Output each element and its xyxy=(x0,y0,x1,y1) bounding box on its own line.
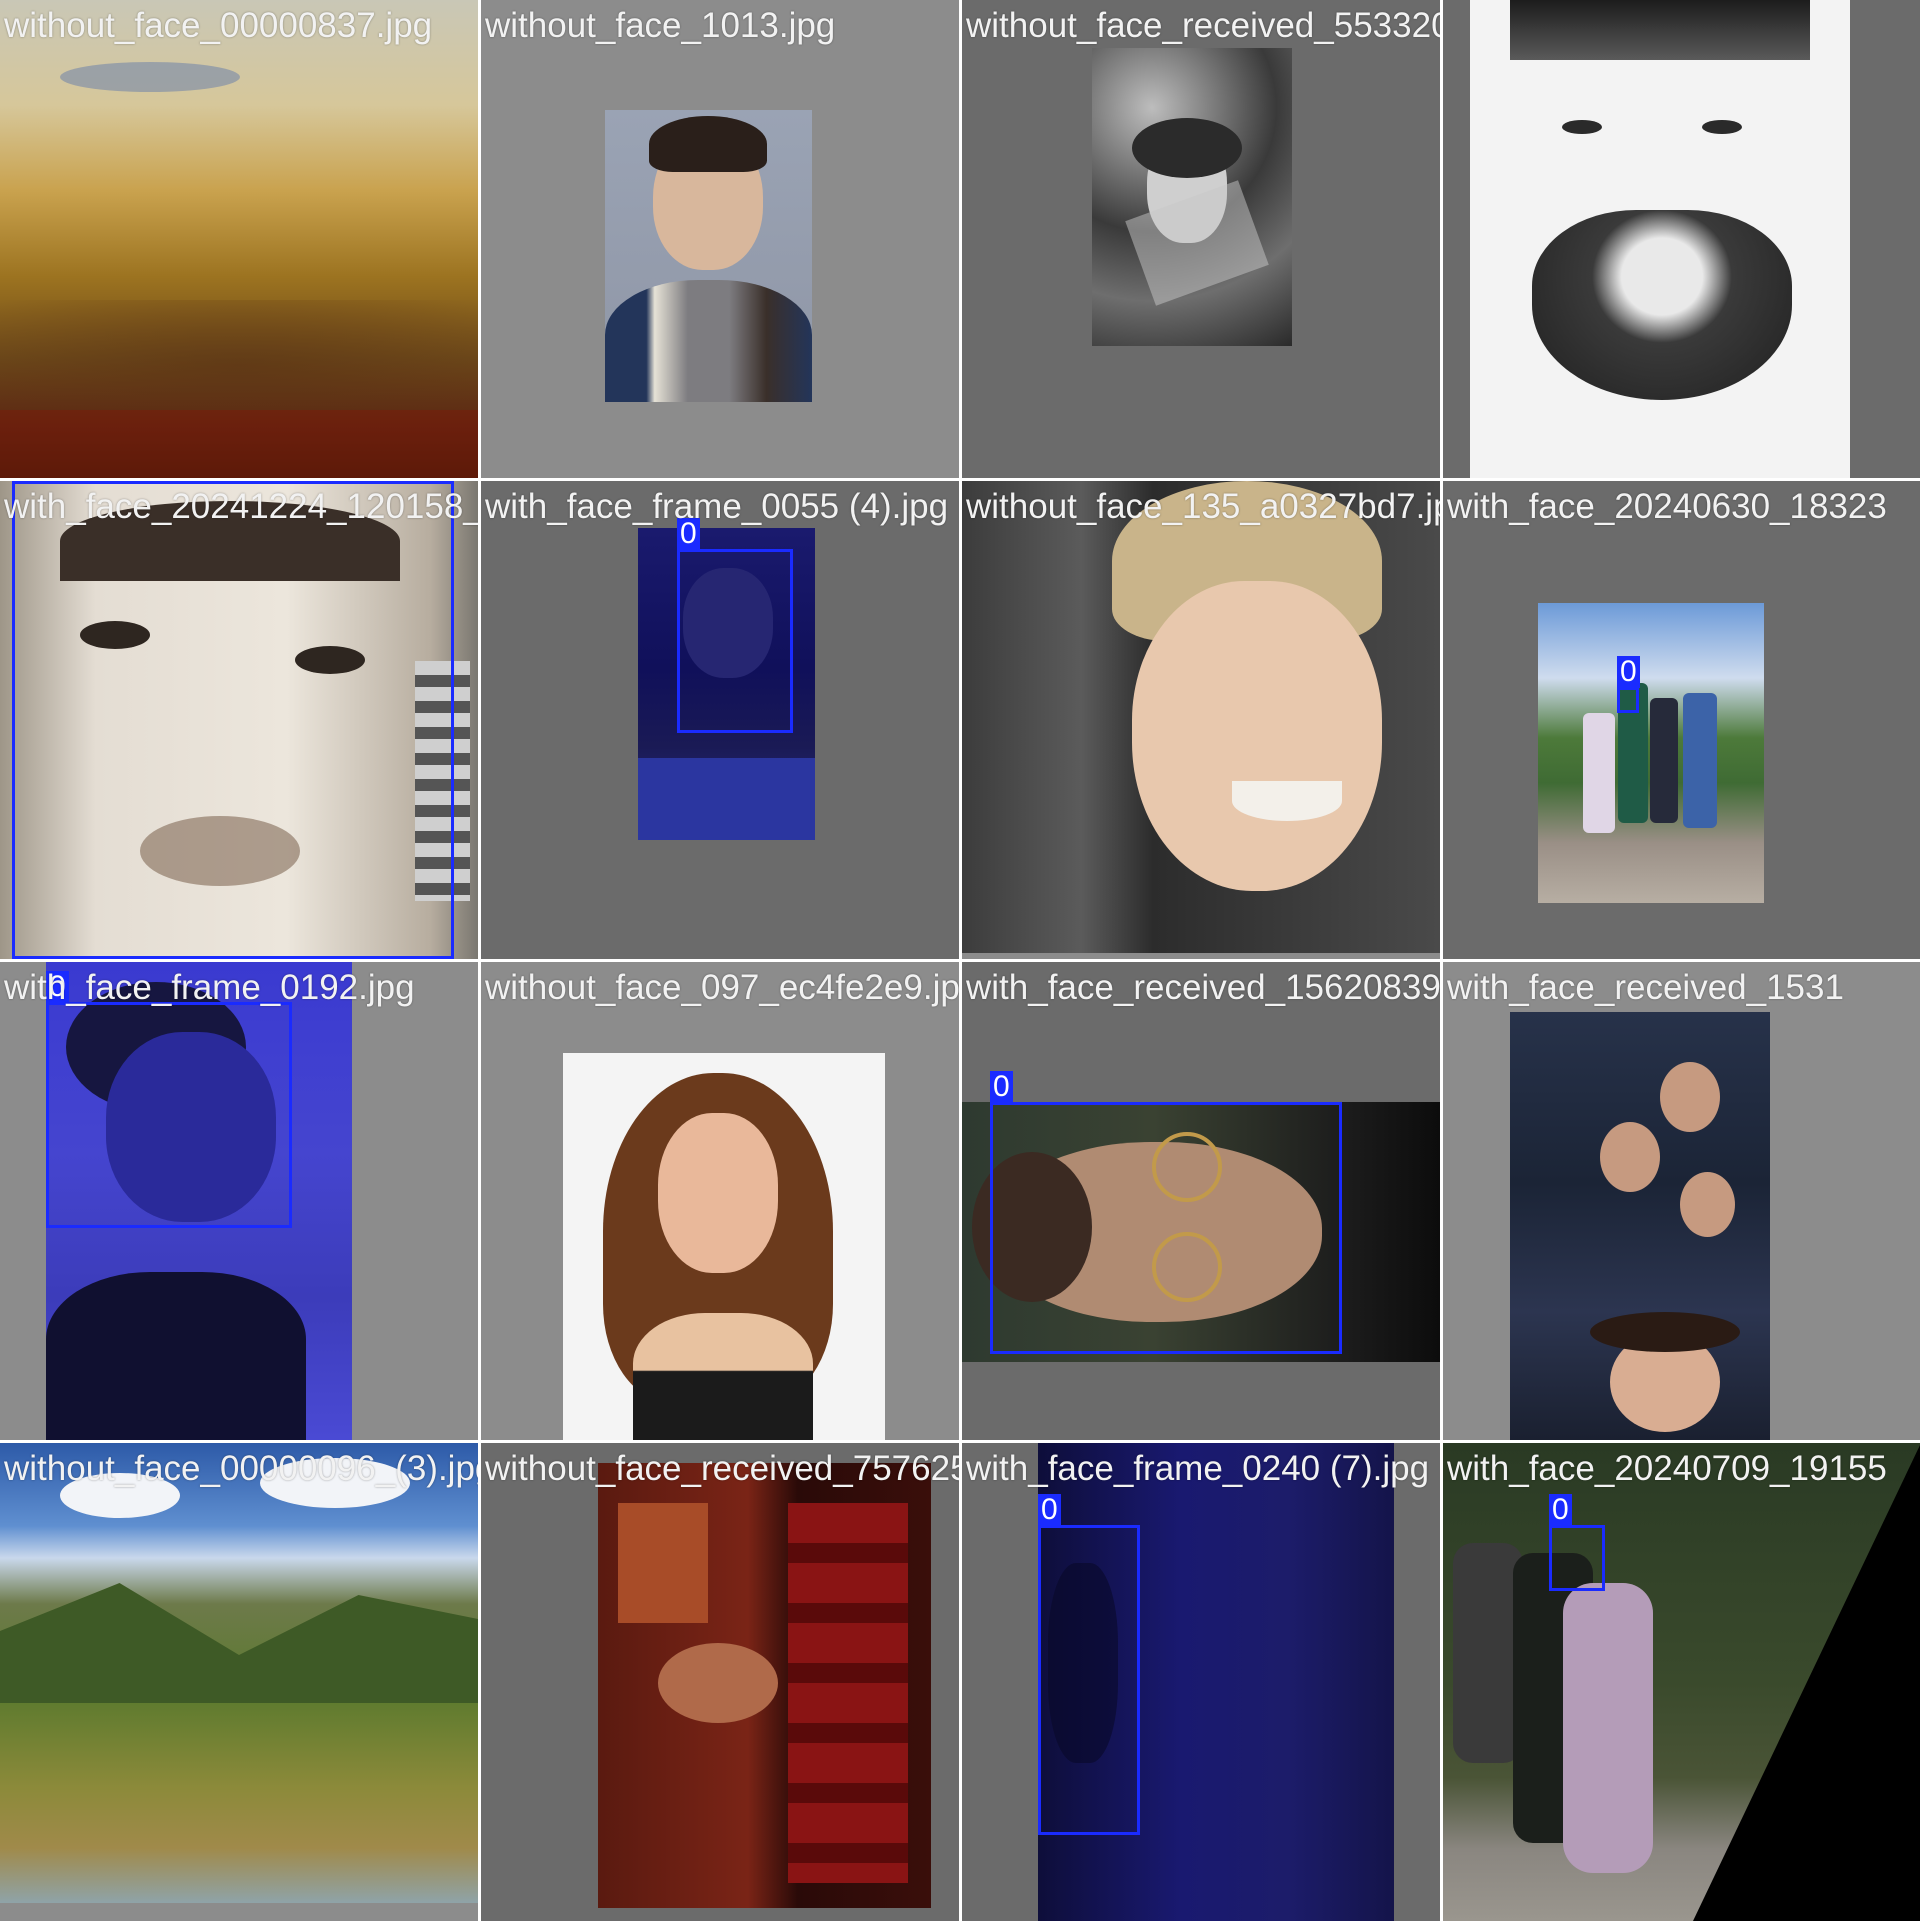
smiling-brunette-photo xyxy=(563,1053,885,1440)
face-bounding-box: 0 xyxy=(12,481,454,959)
bbox-class-label: 0 xyxy=(1549,1494,1572,1526)
couple-garden-photo xyxy=(1443,1443,1920,1921)
mosaic-tile-6: with_face_frame_0055 (4).jpg 0 xyxy=(481,481,959,959)
mosaic-tile-11: with_face_received_156208392423210 0 xyxy=(962,962,1440,1440)
closeup-face-photo xyxy=(0,481,478,959)
bw-flowers-portrait-photo xyxy=(1092,48,1292,346)
mosaic-tile-16: with_face_20240709_19155 0 xyxy=(1443,1443,1920,1921)
face-bounding-box: 0 xyxy=(1617,656,1640,713)
family-group-photo xyxy=(1538,603,1764,903)
tile-filename: without_face_00000837.jpg xyxy=(4,6,433,45)
tile-filename: without_face_00000096_(3).jpg xyxy=(4,1449,478,1488)
bbox-class-label: 0 xyxy=(1038,1494,1061,1526)
bbox-class-label: 0 xyxy=(46,971,69,1003)
sideways-glasses-face-photo xyxy=(962,1102,1440,1362)
tile-filename: with_face_received_156208392423210 xyxy=(966,968,1440,1007)
face-bounding-box: 0 xyxy=(990,1071,1342,1354)
mosaic-tile-13: without_face_00000096_(3).jpg xyxy=(0,1443,478,1921)
mosaic-tile-9: with_face_frame_0192.jpg 0 xyxy=(0,962,478,1440)
mosaic-tile-2: without_face_1013.jpg xyxy=(481,0,959,478)
mosaic-tile-3: without_face_received_553320420169891645… xyxy=(962,0,1440,478)
bbox-class-label: 0 xyxy=(677,518,700,550)
tile-filename: with_face_frame_0240 (7).jpg xyxy=(966,1449,1430,1488)
portrait-young-man-photo xyxy=(605,110,812,402)
mosaic-tile-1: without_face_00000837.jpg xyxy=(0,0,478,478)
mosaic-tile-15: with_face_frame_0240 (7).jpg 0 xyxy=(962,1443,1440,1921)
tile-filename: with_face_20240630_18323 xyxy=(1447,487,1887,526)
mountain-valley-photo xyxy=(0,1443,478,1903)
mosaic-tile-10: without_face_097_ec4fe2e9.jpg xyxy=(481,962,959,1440)
mosaic-tile-8: with_face_20240630_18323 0 xyxy=(1443,481,1920,959)
blue-tinted-face-photo xyxy=(638,528,815,840)
dark-blue-room-photo xyxy=(1038,1443,1394,1921)
tile-filename: with_face_frame_0055 (4).jpg xyxy=(485,487,949,526)
tile-filename: with_face_received_1531 xyxy=(1447,968,1844,1007)
bw-bearded-man-photo xyxy=(1470,0,1850,478)
red-theater-photo xyxy=(598,1463,931,1908)
face-bounding-box: 0 xyxy=(677,518,793,733)
mosaic-tile-12: with_face_received_1531 xyxy=(1443,962,1920,1440)
tile-filename: without_face_received_757625241423351 xyxy=(485,1449,959,1488)
mosaic-tile-14: without_face_received_757625241423351 xyxy=(481,1443,959,1921)
mosaic-tile-5: with_face_20241224_120158_aug_3.jpg 0 xyxy=(0,481,478,959)
landscape-hills-photo xyxy=(0,0,478,478)
tile-filename: with_face_20240709_19155 xyxy=(1447,1449,1887,1488)
face-bounding-box: 0 xyxy=(1038,1494,1140,1835)
blue-profile-man-photo xyxy=(46,962,352,1440)
bbox-class-label: 0 xyxy=(12,481,35,482)
tile-filename: with_face_20241224_120158_aug_3.jpg xyxy=(4,487,478,526)
face-bounding-box: 0 xyxy=(1549,1494,1605,1591)
mosaic-tile-7: without_face_135_a0327bd7.jpg xyxy=(962,481,1440,959)
bbox-class-label: 0 xyxy=(990,1071,1013,1103)
smiling-woman-photo xyxy=(962,481,1440,953)
mosaic-tile-4 xyxy=(1443,0,1920,478)
tile-filename: without_face_097_ec4fe2e9.jpg xyxy=(485,968,959,1007)
tile-filename: without_face_135_a0327bd7.jpg xyxy=(966,487,1440,526)
group-selfie-car-photo xyxy=(1510,1012,1770,1440)
tile-filename: without_face_received_553320420169891645… xyxy=(966,6,1440,45)
bbox-class-label: 0 xyxy=(1617,656,1640,688)
face-bounding-box: 0 xyxy=(46,971,292,1228)
tile-filename: with_face_frame_0192.jpg xyxy=(4,968,415,1007)
tile-filename: without_face_1013.jpg xyxy=(485,6,836,45)
